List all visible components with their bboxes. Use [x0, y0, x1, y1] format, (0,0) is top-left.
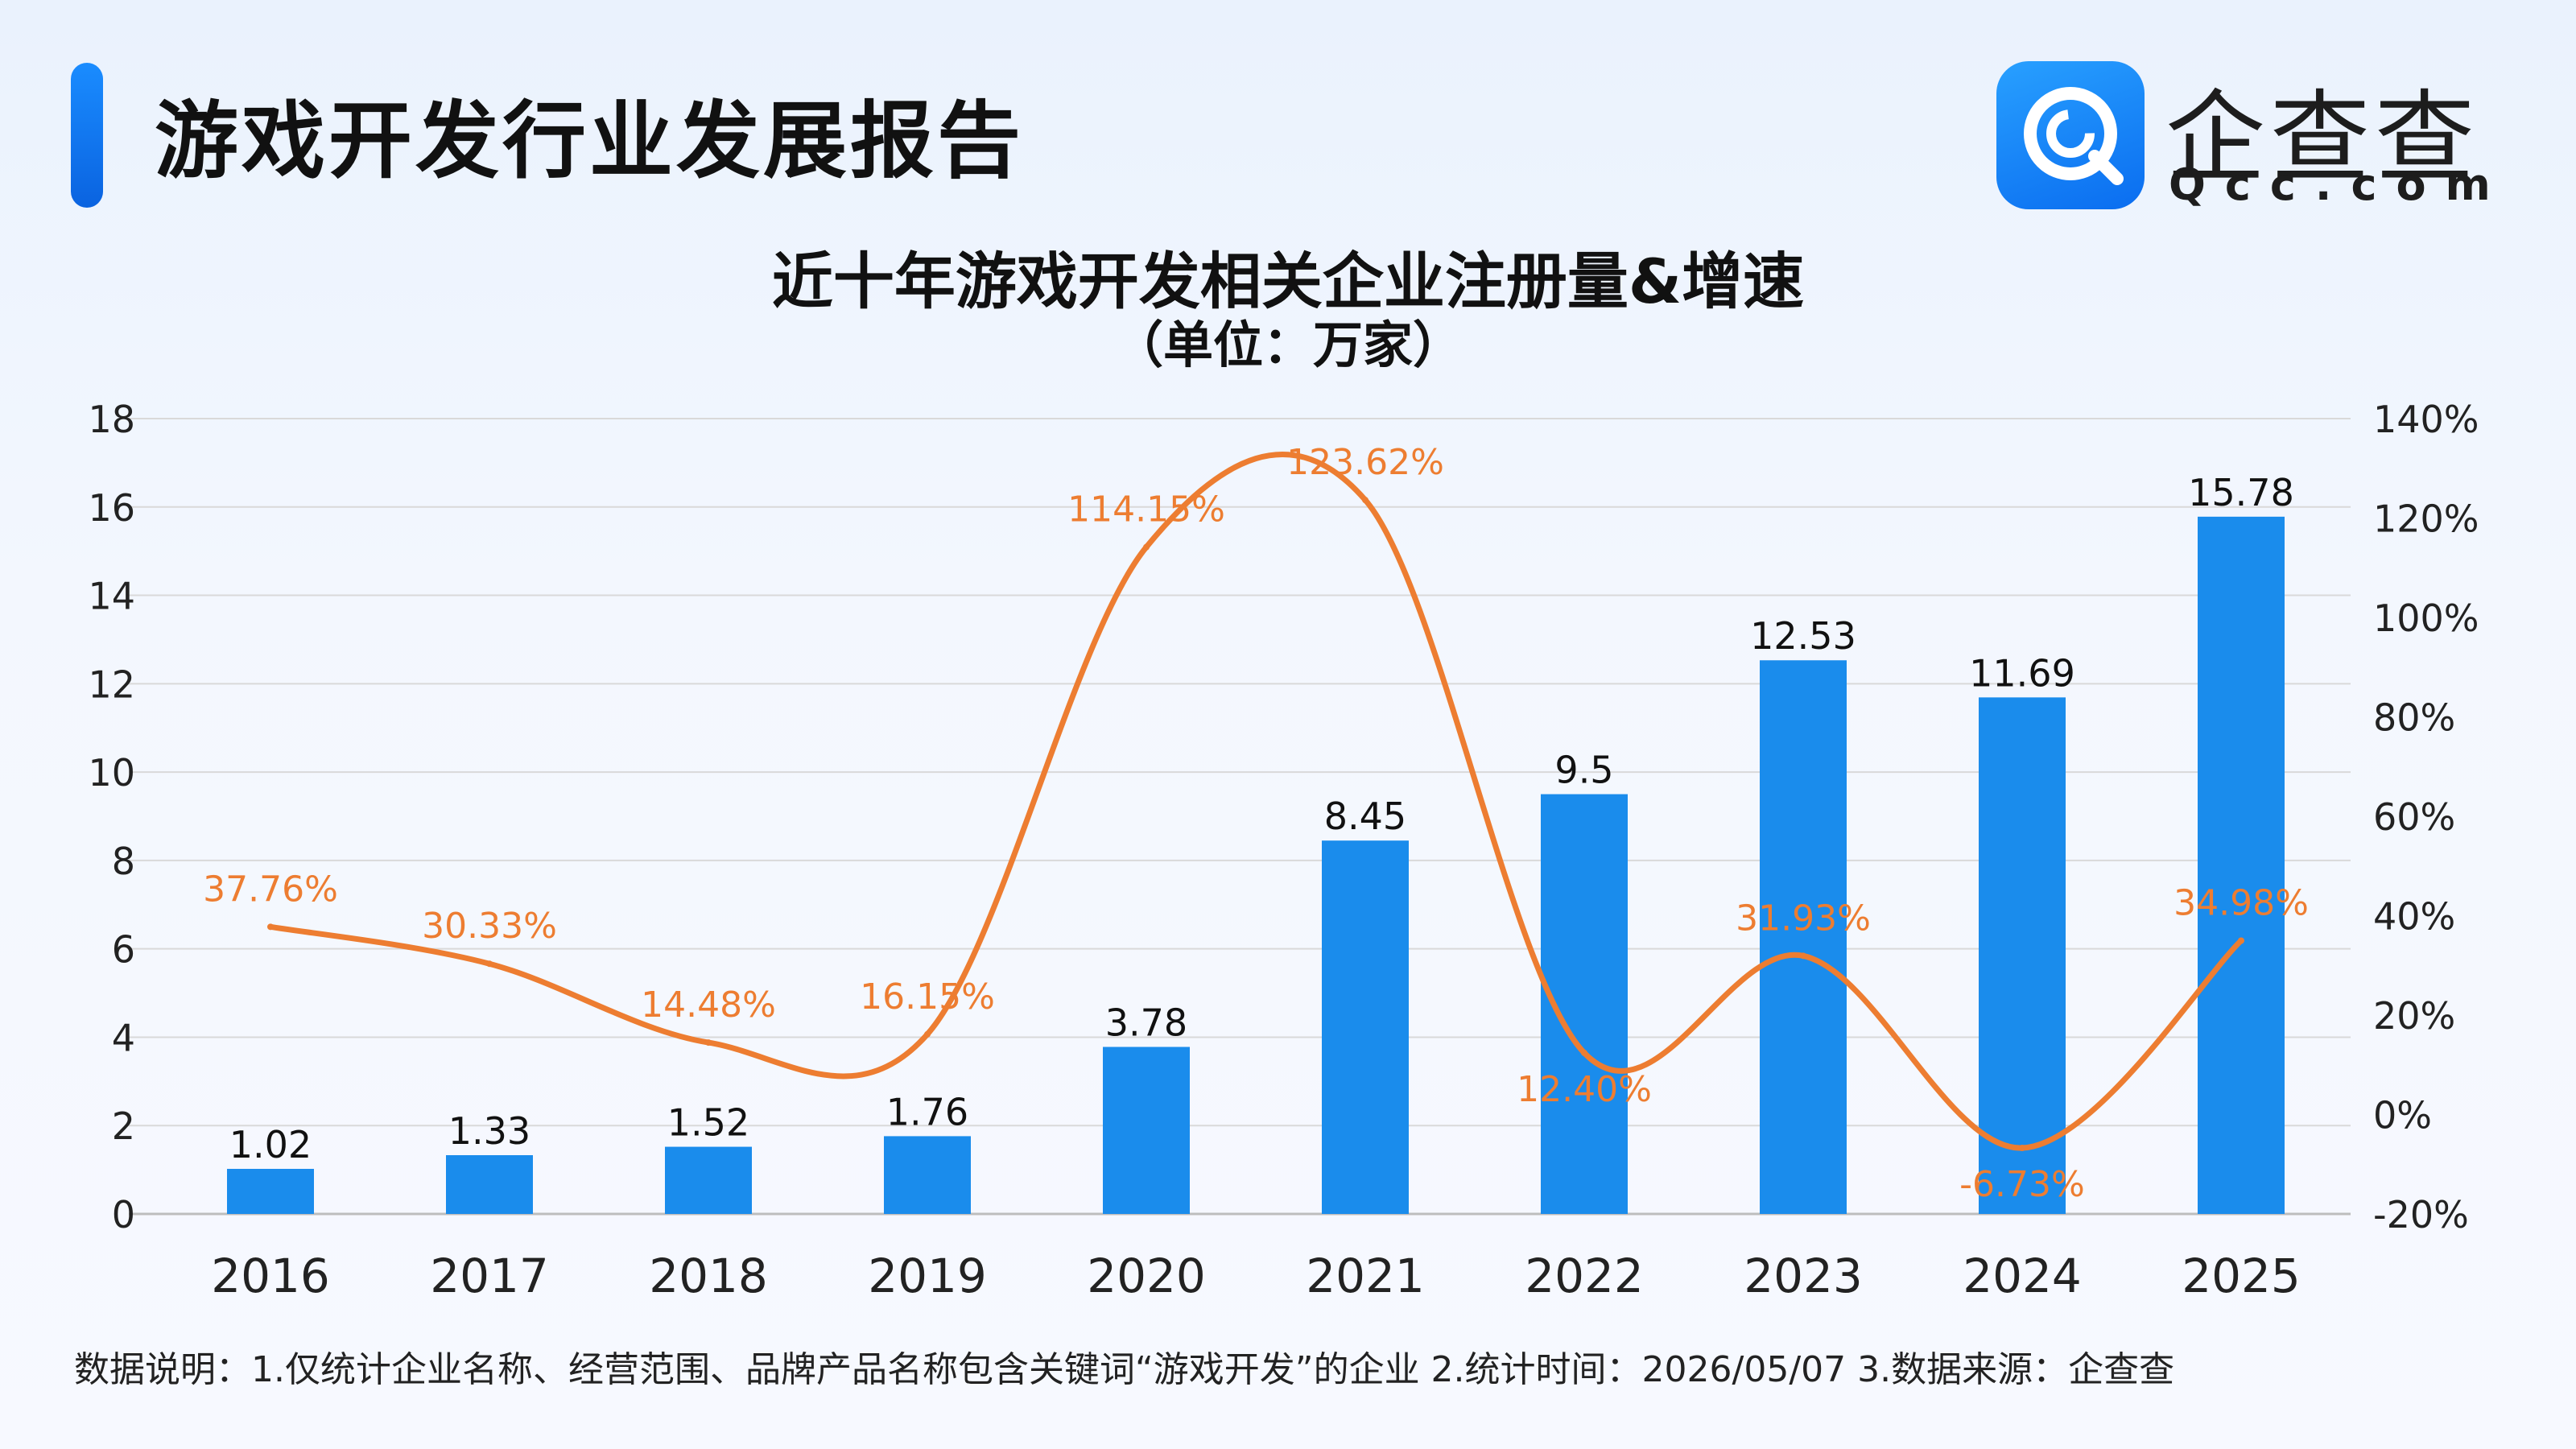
growth-rate-point — [267, 923, 274, 931]
bar-value-label: 11.69 — [1969, 651, 2075, 695]
y-right-tick-label: 140% — [2373, 398, 2479, 441]
report-title: 游戏开发行业发展报告 — [155, 92, 1025, 190]
bar — [446, 1154, 533, 1214]
y-right-tick-label: 80% — [2373, 696, 2455, 740]
growth-rate-label: 16.15% — [860, 976, 995, 1018]
y-left-tick-label: 0 — [112, 1193, 135, 1236]
growth-rate-label: 31.93% — [1736, 898, 1871, 939]
growth-rate-point — [1143, 543, 1150, 551]
y-right-tick-label: 20% — [2373, 994, 2455, 1038]
y-right-tick-label: 100% — [2373, 597, 2479, 640]
bar-value-label: 3.78 — [1105, 1001, 1187, 1045]
growth-rate-label: 30.33% — [422, 906, 557, 947]
growth-rate-label: 114.15% — [1067, 489, 1225, 530]
y-left-tick-label: 6 — [112, 928, 135, 972]
growth-rate-line — [267, 452, 2244, 1151]
x-tick-label: 2017 — [430, 1249, 549, 1303]
y-left-tick-label: 14 — [88, 575, 135, 618]
x-tick-label: 2022 — [1525, 1249, 1644, 1303]
x-tick-label: 2016 — [211, 1249, 330, 1303]
bar-value-label: 15.78 — [2188, 471, 2294, 514]
x-tick-label: 2019 — [868, 1249, 987, 1303]
bar-value-label: 1.52 — [667, 1101, 749, 1145]
growth-rate-label: 12.40% — [1517, 1069, 1652, 1110]
bar-value-label: 1.02 — [229, 1123, 312, 1166]
growth-rate-point — [2238, 937, 2244, 944]
growth-rate-point — [1362, 497, 1368, 504]
bar — [665, 1146, 752, 1214]
y-left-tick-label: 18 — [88, 398, 135, 441]
data-footnote: 数据说明：1.仅统计企业名称、经营范围、品牌产品名称包含关键词“游戏开发”的企业… — [74, 1349, 2175, 1390]
qcc-logo-icon — [1996, 61, 2145, 209]
bar-series — [227, 516, 2285, 1214]
y-left-tick-label: 8 — [112, 840, 135, 883]
growth-rate-point — [1581, 1049, 1587, 1056]
x-tick-label: 2018 — [649, 1249, 768, 1303]
y-left-tick-label: 10 — [88, 751, 135, 795]
qcc-logo-name: 企查查 — [2165, 80, 2480, 196]
y-right-tick-label: 60% — [2373, 795, 2455, 839]
x-tick-label: 2025 — [2182, 1249, 2301, 1303]
growth-line-series — [267, 452, 2244, 1152]
bar — [227, 1169, 314, 1214]
growth-rate-label: 14.48% — [641, 985, 776, 1026]
growth-rate-point — [1800, 952, 1806, 960]
bar-value-label: 9.5 — [1554, 749, 1613, 792]
bar — [1979, 697, 2066, 1214]
title-accent-bar — [71, 63, 103, 208]
y-left-tick-label: 16 — [88, 486, 135, 530]
bar — [884, 1136, 971, 1214]
x-tick-label: 2021 — [1306, 1249, 1425, 1303]
growth-rate-point — [705, 1039, 712, 1046]
bar-value-label: 1.76 — [886, 1090, 968, 1133]
y-right-tick-label: 0% — [2373, 1094, 2432, 1137]
bar — [1322, 840, 1409, 1214]
y-right-tick-label: 40% — [2373, 895, 2455, 939]
y-left-tick-label: 4 — [112, 1016, 135, 1059]
qcc-logo-domain: Qcc.com — [2169, 159, 2510, 210]
growth-rate-label: 37.76% — [203, 869, 338, 910]
y-right-tick-label: -20% — [2373, 1193, 2469, 1236]
growth-rate-label: -6.73% — [1959, 1164, 2085, 1205]
growth-rate-point — [486, 960, 493, 968]
chart-title: 近十年游戏开发相关企业注册量&增速 — [771, 246, 1805, 317]
growth-rate-point — [2019, 1145, 2025, 1152]
bar-value-label: 8.45 — [1324, 795, 1406, 838]
x-tick-label: 2023 — [1744, 1249, 1863, 1303]
y-right-tick-label: 120% — [2373, 497, 2479, 541]
x-tick-label: 2024 — [1963, 1249, 2082, 1303]
growth-rate-label: 123.62% — [1286, 442, 1444, 483]
axis-labels: 0 2 4 6 8 10 12 14 16 18 -20% 0% 20% 40% 60% 80% 100% 120… — [88, 398, 2479, 1303]
growth-rate-label: 34.98% — [2174, 882, 2309, 923]
bar — [2198, 516, 2285, 1214]
bar-value-label: 1.33 — [448, 1109, 530, 1153]
chart-subtitle: （单位：万家） — [1113, 316, 1463, 374]
growth-rate-point — [924, 1030, 931, 1038]
y-left-tick-label: 2 — [112, 1104, 135, 1148]
bar — [1103, 1046, 1190, 1214]
data-labels: 1.02 1.33 1.52 1.76 3.78 8.45 9.5 12.53 11.69 15.… — [203, 442, 2309, 1205]
y-left-tick-label: 12 — [88, 663, 135, 706]
x-tick-label: 2020 — [1087, 1249, 1206, 1303]
bar — [1760, 660, 1847, 1214]
qcc-logo: 企查查 Qcc.com — [1996, 61, 2512, 211]
bar-value-label: 12.53 — [1750, 614, 1856, 658]
